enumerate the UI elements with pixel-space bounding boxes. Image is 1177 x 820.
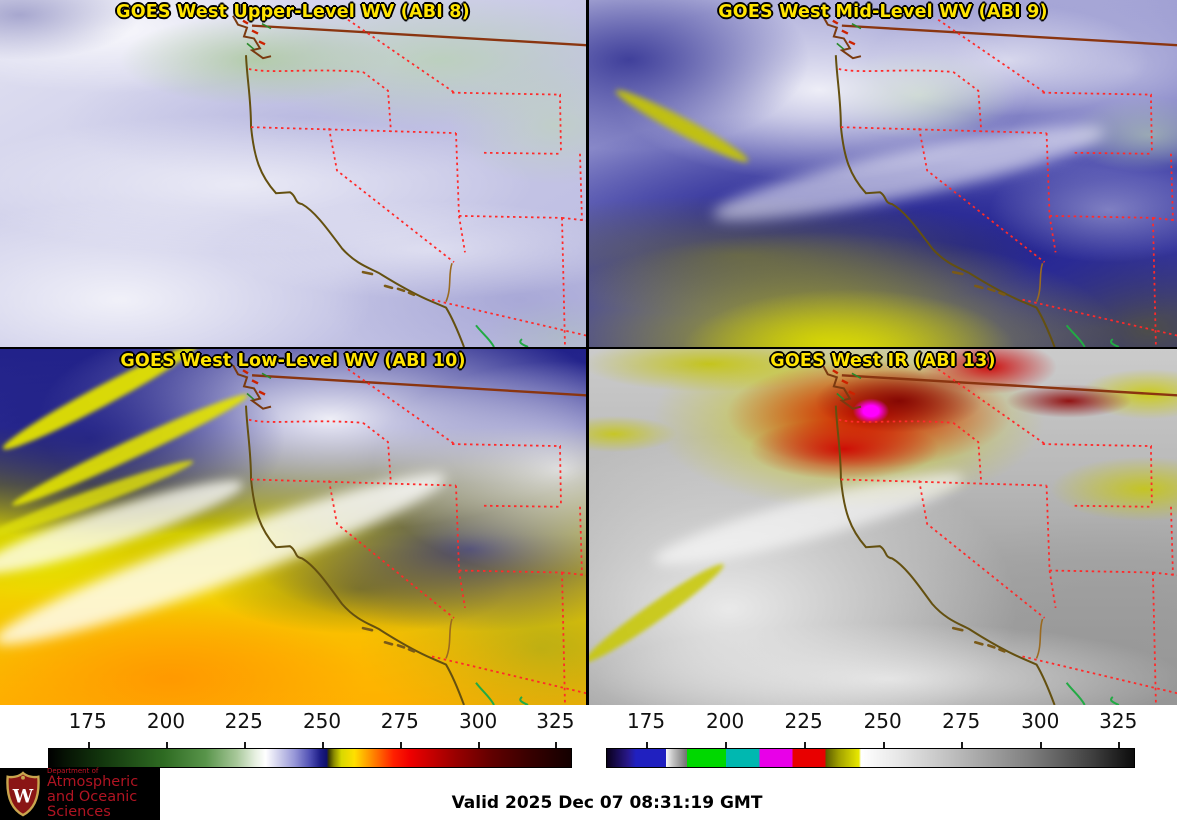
logo-text: Department of Atmospheric and Oceanic Sc… — [47, 766, 160, 820]
logo-dept-of: Department of — [47, 766, 99, 775]
uw-aos-logo: W Department of Atmospheric and Oceanic … — [0, 766, 160, 820]
map-overlay — [231, 14, 586, 347]
tick-mark: 250 — [864, 709, 902, 748]
tick-mark: 275 — [942, 709, 980, 748]
tick-mark: 300 — [1021, 709, 1059, 748]
tick-label: 175 — [68, 709, 107, 733]
tick-label: 300 — [459, 709, 498, 733]
tick-mark: 175 — [69, 709, 107, 748]
tick-label: 225 — [784, 709, 823, 733]
tick-mark: 300 — [459, 709, 497, 748]
panel-title: GOES West Upper-Level WV (ABI 8) — [116, 2, 470, 22]
panel-title: GOES West Mid-Level WV (ABI 9) — [718, 2, 1048, 22]
logo-line-atmospheric: Atmospheric — [47, 773, 139, 790]
panel-low-level-wv: GOES West Low-Level WV (ABI 10) — [0, 349, 586, 705]
tick-label: 250 — [302, 709, 342, 733]
tick-mark: 200 — [706, 709, 744, 748]
uw-crest-icon: W — [6, 771, 40, 817]
panel-ir: GOES West IR (ABI 13) — [589, 349, 1177, 705]
quad-panel-grid: GOES West Upper-Level WV (ABI 8) GOES We… — [0, 0, 1177, 705]
panel-upper-level-wv: GOES West Upper-Level WV (ABI 8) — [0, 0, 586, 347]
panel-mid-level-wv: GOES West Mid-Level WV (ABI 9) — [589, 0, 1177, 347]
tick-label: 300 — [1021, 709, 1060, 733]
tick-mark: 250 — [303, 709, 341, 748]
logo-line-oceanic: and Oceanic Sciences — [47, 789, 138, 820]
tick-label: 200 — [146, 709, 186, 733]
tick-mark: 275 — [381, 709, 419, 748]
map-overlay — [231, 363, 586, 705]
tick-label: 325 — [536, 709, 575, 733]
satellite-imagery-abi13 — [589, 349, 1177, 705]
valid-timestamp: Valid 2025 Dec 07 08:31:19 GMT — [451, 793, 763, 813]
map-overlay — [821, 14, 1177, 347]
panel-title: GOES West Low-Level WV (ABI 10) — [120, 351, 466, 371]
uw-monogram: W — [12, 787, 34, 808]
map-overlay — [821, 363, 1177, 705]
satellite-imagery-abi8 — [0, 0, 586, 347]
tick-label: 275 — [380, 709, 419, 733]
colorbar-ir: 175 200 225 250 275 300 325 — [606, 709, 1137, 768]
tick-label: 275 — [942, 709, 981, 733]
tick-label: 325 — [1099, 709, 1138, 733]
tick-mark: 325 — [1099, 709, 1137, 748]
panel-title: GOES West IR (ABI 13) — [770, 351, 996, 371]
colorbar-wv: 175 200 225 250 275 300 325 — [48, 709, 574, 768]
tick-label: 250 — [863, 709, 902, 733]
tick-mark: 325 — [536, 709, 574, 748]
tick-mark: 225 — [225, 709, 263, 748]
tick-label: 225 — [224, 709, 263, 733]
tick-label: 175 — [626, 709, 666, 733]
tick-mark: 200 — [147, 709, 185, 748]
tick-label: 200 — [706, 709, 745, 733]
tick-mark: 175 — [627, 709, 665, 748]
tick-mark: 225 — [785, 709, 823, 748]
